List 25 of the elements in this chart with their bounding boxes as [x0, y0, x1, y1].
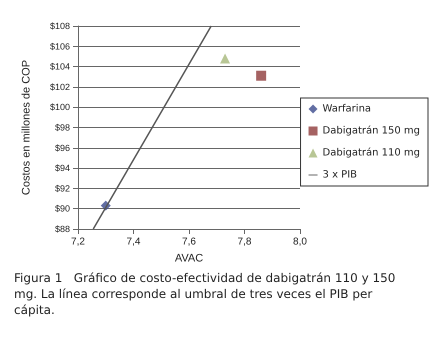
x-tick-label: 7,8	[238, 236, 252, 248]
y-tick-label: $98	[54, 122, 70, 132]
x-axis-title: AVAC	[174, 252, 204, 264]
y-tick-label: $96	[54, 142, 70, 153]
y-tick-label: $102	[50, 82, 70, 92]
legend-label: Warfarina	[322, 104, 372, 114]
y-tick-label: $90	[54, 204, 70, 214]
y-tick-label: $92	[54, 183, 70, 194]
y-tick-label: $106	[50, 41, 70, 52]
y-tick-label: $108	[50, 21, 70, 31]
x-tick-label: 8,0	[293, 236, 308, 248]
y-tick-label: $94	[54, 163, 70, 174]
point	[220, 53, 230, 64]
y-axis-title: Costos en millones de COP	[20, 60, 32, 196]
y-tick-label: $88	[54, 224, 70, 234]
x-tick-label: 7,2	[71, 236, 86, 248]
y-tick-label: $104	[50, 62, 70, 72]
legend-label: 3 x PIB	[322, 170, 358, 180]
text: Figura 1 Gráfico de costo-efectividad de dabigatrán 110 y 150 mg. La línea corresponde al umbral de tres veces el PIB per cápita.	[14, 271, 400, 317]
x-tick-label: 7,6	[182, 236, 196, 248]
point	[256, 70, 266, 81]
x-tick-label: 7,4	[126, 236, 141, 248]
legend-label: Dabigatrán 150 mg	[322, 126, 420, 136]
legend-label: Dabigatrán 110 mg	[322, 148, 420, 158]
y-tick-label: $100	[50, 102, 70, 112]
